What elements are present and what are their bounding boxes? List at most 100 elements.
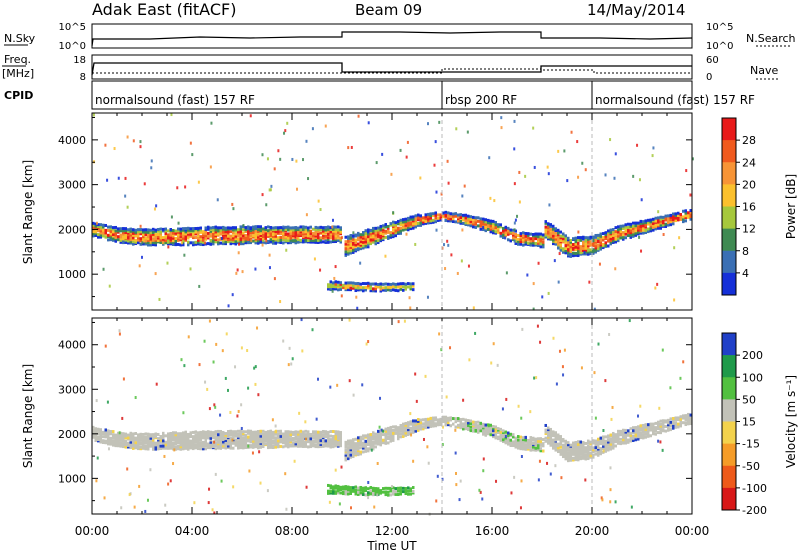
echo-cell xyxy=(574,244,577,248)
echo-cell xyxy=(194,242,197,246)
echo-cell xyxy=(144,439,147,443)
echo-cell xyxy=(224,432,227,436)
echo-cell xyxy=(589,447,592,451)
echo-cell xyxy=(379,437,382,441)
echo-cell xyxy=(362,234,365,238)
echo-cell xyxy=(279,429,282,433)
echo-cell xyxy=(557,448,560,452)
y-tick-label: 3000 xyxy=(58,179,86,192)
echo-cell xyxy=(222,445,225,449)
echo-cell xyxy=(592,450,595,454)
echo-cell xyxy=(524,232,527,236)
echo-speckle xyxy=(207,501,210,505)
echo-cell xyxy=(242,444,245,448)
echo-cell xyxy=(567,240,570,244)
echo-cell xyxy=(559,450,562,454)
echo-cell xyxy=(642,224,645,228)
echo-cell xyxy=(352,286,355,290)
echo-cell xyxy=(142,233,145,237)
echo-cell xyxy=(257,436,260,440)
echo-cell xyxy=(287,437,290,441)
echo-cell xyxy=(609,444,612,448)
echo-cell xyxy=(452,212,455,216)
echo-cell xyxy=(174,439,177,443)
echo-cell xyxy=(329,230,332,234)
echo-cell xyxy=(352,284,355,288)
echo-cell xyxy=(349,488,352,492)
echo-cell xyxy=(674,416,677,420)
echo-cell xyxy=(344,288,347,292)
echo-cell xyxy=(144,432,147,436)
echo-cell xyxy=(569,458,572,462)
echo-cell xyxy=(459,221,462,225)
echo-speckle xyxy=(609,500,612,504)
echo-cell xyxy=(409,217,412,221)
echo-cell xyxy=(579,440,582,444)
echo-cell xyxy=(567,447,570,451)
echo-cell xyxy=(602,246,605,250)
echo-cell xyxy=(334,287,337,291)
echo-speckle xyxy=(558,252,561,256)
echo-cell xyxy=(509,438,512,442)
echo-cell xyxy=(349,491,352,495)
echo-cell xyxy=(602,435,605,439)
colorbar-title: Velocity [m s⁻¹] xyxy=(784,375,798,468)
echo-cell xyxy=(197,443,200,447)
echo-cell xyxy=(432,218,435,222)
echo-cell xyxy=(547,430,550,434)
echo-cell xyxy=(412,217,415,221)
echo-cell xyxy=(314,225,317,229)
echo-cell xyxy=(577,448,580,452)
echo-cell xyxy=(332,489,335,493)
echo-cell xyxy=(97,438,100,442)
echo-cell xyxy=(292,436,295,440)
echo-cell xyxy=(519,438,522,442)
echo-cell xyxy=(657,431,660,435)
echo-cell xyxy=(562,232,565,236)
echo-cell xyxy=(284,441,287,445)
echo-cell xyxy=(139,228,142,232)
echo-cell xyxy=(504,234,507,238)
echo-cell xyxy=(337,239,340,243)
echo-cell xyxy=(199,441,202,445)
echo-cell xyxy=(674,425,677,429)
echo-cell xyxy=(349,238,352,242)
echo-speckle xyxy=(208,407,211,411)
echo-speckle xyxy=(561,365,564,369)
echo-cell xyxy=(179,229,182,233)
echo-cell xyxy=(412,426,415,430)
echo-cell xyxy=(362,231,365,235)
echo-cell xyxy=(549,437,552,441)
echo-cell xyxy=(484,222,487,226)
echo-cell xyxy=(549,231,552,235)
echo-cell xyxy=(439,218,442,222)
echo-cell xyxy=(672,419,675,423)
echo-cell xyxy=(524,443,527,447)
echo-cell xyxy=(342,485,345,489)
echo-cell xyxy=(299,232,302,236)
echo-cell xyxy=(224,438,227,442)
echo-cell xyxy=(137,234,140,238)
echo-cell xyxy=(112,430,115,434)
echo-cell xyxy=(609,234,612,238)
echo-cell xyxy=(232,234,235,238)
echo-cell xyxy=(159,435,162,439)
echo-speckle xyxy=(247,386,250,390)
echo-cell xyxy=(272,439,275,443)
echo-cell xyxy=(157,447,160,451)
echo-cell xyxy=(569,449,572,453)
echo-cell xyxy=(574,452,577,456)
echo-cell xyxy=(632,431,635,435)
echo-cell xyxy=(514,443,517,447)
echo-cell xyxy=(117,438,120,442)
echo-cell xyxy=(247,225,250,229)
echo-speckle xyxy=(133,505,136,509)
echo-speckle xyxy=(577,175,580,179)
echo-speckle xyxy=(513,119,516,123)
echo-cell xyxy=(149,234,152,238)
echo-cell xyxy=(154,441,157,445)
echo-cell xyxy=(562,438,565,442)
echo-speckle xyxy=(427,122,430,126)
echo-cell xyxy=(372,231,375,235)
echo-cell xyxy=(657,222,660,226)
